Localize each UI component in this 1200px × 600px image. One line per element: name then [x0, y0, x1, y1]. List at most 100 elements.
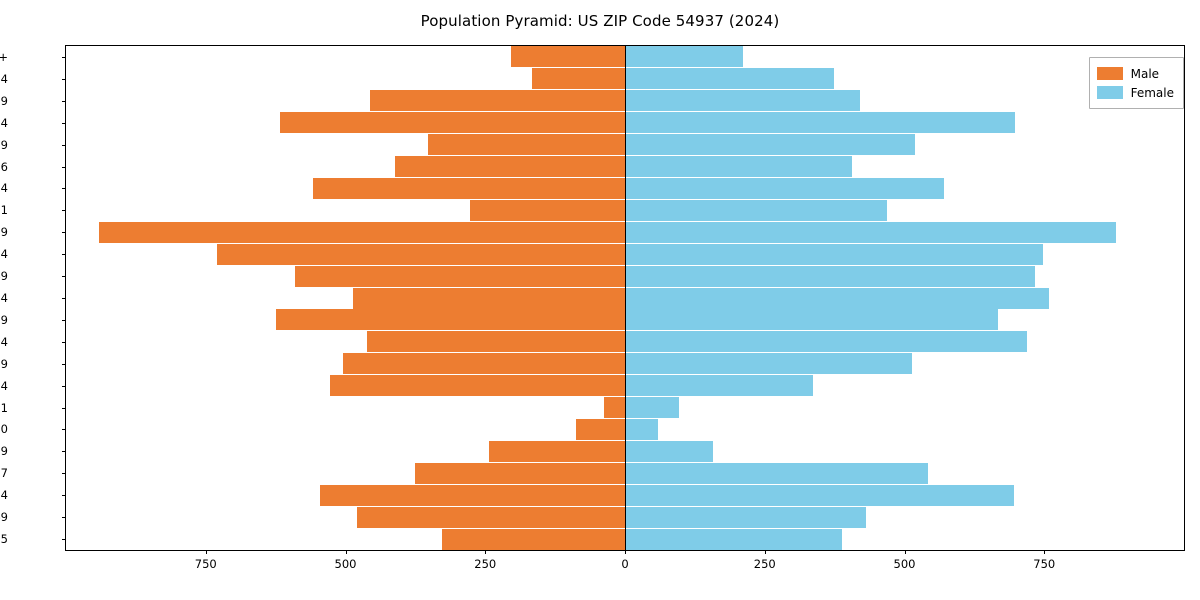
bar-female-75-79	[625, 90, 861, 112]
chart-legend: Male Female	[1088, 57, 1184, 109]
legend-item-male: Male	[1096, 64, 1174, 83]
bar-female-25-29	[625, 353, 913, 375]
legend-item-female: Female	[1096, 83, 1174, 102]
y-tick-mark	[62, 539, 66, 541]
x-tick-label-250-2: 250	[474, 557, 497, 571]
y-tick-label-85-: 85+	[0, 49, 8, 64]
y-tick-label-15-17: 15-17	[0, 466, 8, 481]
bar-female-5-9	[625, 506, 866, 528]
bar-male-65-66	[394, 156, 625, 178]
pyramid-row	[66, 243, 1184, 265]
y-tick-label-67-69: 67-69	[0, 137, 8, 152]
x-tick-mark	[485, 550, 487, 554]
bar-female-21	[625, 397, 680, 419]
pyramid-row	[66, 265, 1184, 287]
bar-male-5-9	[356, 506, 625, 528]
bar-female-40-44	[625, 287, 1050, 309]
y-tick-mark	[62, 100, 66, 102]
bar-female-67-69	[625, 134, 915, 156]
bar-female-18-19	[625, 440, 714, 462]
bar-female-22-24	[625, 375, 813, 397]
y-tick-mark	[62, 385, 66, 387]
y-tick-mark	[62, 407, 66, 409]
x-tick-mark	[625, 550, 626, 554]
y-tick-label-70-74: 70-74	[0, 115, 8, 130]
pyramid-row	[66, 46, 1184, 68]
y-tick-mark	[62, 341, 66, 343]
plot-area	[62, 45, 1185, 554]
y-tick-label-60-61: 60-61	[0, 203, 8, 218]
y-tick-mark	[62, 254, 66, 256]
pyramid-row	[66, 287, 1184, 309]
bar-male-18-19	[488, 440, 625, 462]
bar-female-85-	[625, 46, 743, 68]
y-tick-mark	[62, 56, 66, 58]
x-tick-label-750-0: 750	[194, 557, 217, 571]
x-tick-mark	[1044, 550, 1046, 554]
x-tick-mark	[205, 550, 207, 554]
bar-male-67-69	[428, 134, 625, 156]
y-tick-mark	[62, 451, 66, 453]
y-tick-mark	[62, 429, 66, 431]
pyramid-row	[66, 90, 1184, 112]
bar-male-45-49	[294, 265, 625, 287]
bar-male-20	[576, 418, 625, 440]
x-tick-label-500-1: 500	[334, 557, 357, 571]
bar-female-70-74	[625, 112, 1015, 134]
y-tick-label-10-14: 10-14	[0, 488, 8, 503]
y-tick-label-20: 20	[0, 422, 8, 437]
y-tick-mark	[62, 276, 66, 278]
pyramid-row	[66, 199, 1184, 221]
chart-title: Population Pyramid: US ZIP Code 54937 (2…	[420, 12, 780, 30]
bar-male-60-61	[469, 199, 625, 221]
y-tick-label-62-64: 62-64	[0, 181, 8, 196]
y-tick-label-21: 21	[0, 400, 8, 415]
legend-label-female: Female	[1130, 85, 1174, 100]
pyramid-row	[66, 418, 1184, 440]
bar-male-35-39	[276, 309, 625, 331]
bar-male-55-59	[98, 221, 625, 243]
x-tick-label-750-6: 750	[1033, 557, 1056, 571]
bar-female-10-14	[625, 484, 1015, 506]
pyramid-row	[66, 462, 1184, 484]
y-tick-label-65-66: 65-66	[0, 159, 8, 174]
y-tick-mark	[62, 517, 66, 519]
pyramid-row	[66, 440, 1184, 462]
bar-male-40-44	[352, 287, 625, 309]
y-tick-label-22-24: 22-24	[0, 378, 8, 393]
y-tick-mark	[62, 78, 66, 80]
pyramid-row	[66, 177, 1184, 199]
pyramid-row	[66, 353, 1184, 375]
pyramid-row	[66, 528, 1184, 550]
y-tick-label-5-9: 5-9	[0, 510, 8, 525]
pyramid-row	[66, 397, 1184, 419]
legend-swatch-female	[1096, 86, 1123, 99]
y-tick-mark	[62, 473, 66, 475]
y-tick-label-18-19: 18-19	[0, 444, 8, 459]
x-tick-mark	[764, 550, 766, 554]
pyramid-row	[66, 68, 1184, 90]
bar-female-65-66	[625, 156, 852, 178]
bar-male-30-34	[366, 331, 625, 353]
y-tick-label-under-5: Under 5	[0, 532, 8, 547]
pyramid-row	[66, 331, 1184, 353]
bar-male-under-5	[442, 528, 625, 550]
bar-female-15-17	[625, 462, 928, 484]
bar-male-50-54	[217, 243, 625, 265]
y-tick-mark	[62, 144, 66, 146]
bar-male-70-74	[279, 112, 625, 134]
bar-female-80-84	[625, 68, 834, 90]
bar-male-22-24	[330, 375, 625, 397]
y-tick-mark	[62, 188, 66, 190]
bar-female-20	[625, 418, 658, 440]
y-tick-mark	[62, 495, 66, 497]
bar-female-60-61	[625, 199, 888, 221]
x-tick-label-0-3: 0	[621, 557, 629, 571]
bar-male-15-17	[414, 462, 625, 484]
x-tick-mark	[904, 550, 906, 554]
pyramid-row	[66, 221, 1184, 243]
y-tick-mark	[62, 298, 66, 299]
bar-male-62-64	[313, 177, 625, 199]
x-tick-label-250-4: 250	[753, 557, 776, 571]
